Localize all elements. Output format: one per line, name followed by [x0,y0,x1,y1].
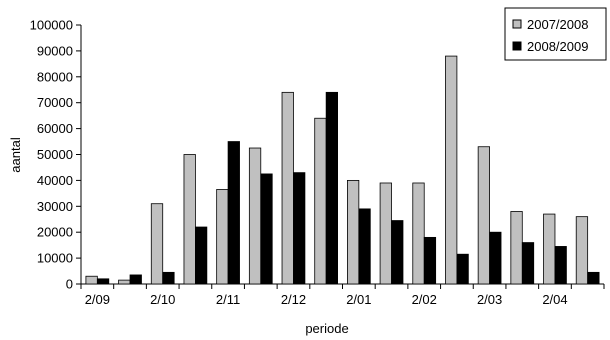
bar-2008-2009 [325,91,338,285]
x-tick-label: 2/12 [281,292,306,307]
bar-2007-2008 [183,154,196,285]
y-tick-label: 20000 [37,225,73,240]
bar-2007-2008 [118,279,131,285]
y-tick-label: 70000 [37,95,73,110]
x-axis-title: periode [305,321,348,336]
legend-label-2007-2008: 2007/2008 [527,17,588,32]
bar-2008-2009 [195,226,208,285]
bar-2008-2009 [96,278,110,285]
bar-2008-2009 [129,274,142,285]
bar-2007-2008 [510,211,523,285]
bar-2008-2009 [227,141,240,285]
y-tick-label: 90000 [37,43,73,58]
bar-2007-2008 [412,182,425,285]
bar-2007-2008 [477,146,490,285]
y-tick-label: 10000 [37,251,73,266]
y-tick-label: 100000 [30,18,73,33]
bar-2008-2009 [489,231,502,285]
y-tick-label: 30000 [37,199,73,214]
bar-2008-2009 [587,271,600,285]
bar-2008-2009 [162,271,175,285]
y-tick-label: 50000 [37,147,73,162]
x-tick-label: 2/11 [216,292,240,307]
bar-2007-2008 [347,179,360,285]
bar-2007-2008 [379,182,392,285]
bars [85,55,600,285]
x-tick-label: 2/03 [477,292,502,307]
legend: 2007/2008 2008/2009 [504,7,607,61]
legend-swatch-2007-2008 [512,19,522,29]
bar-2007-2008 [543,213,556,285]
bar-2008-2009 [260,173,273,285]
x-axis: 2/09 2/10 2/11 2/12 2/01 2/02 2/03 2/04 [80,283,605,307]
y-tick-label: 60000 [37,121,73,136]
bar-2008-2009 [391,220,404,285]
y-tick-label: 0 [66,277,73,292]
bar-2007-2008 [248,147,262,285]
bar-2007-2008 [445,55,458,285]
legend-swatch-2008-2009 [512,41,522,51]
bar-2007-2008 [150,203,164,285]
legend-box [504,7,607,61]
y-tick-label: 40000 [37,173,73,188]
y-tick-label: 80000 [37,69,73,84]
x-tick-label: 2/01 [346,292,371,307]
legend-label-2008-2009: 2008/2009 [527,39,588,54]
bar-2008-2009 [521,242,535,285]
y-axis-title: aantal [8,137,23,173]
x-tick-label: 2/10 [150,292,175,307]
bar-2007-2008 [85,275,98,285]
bar-2008-2009 [423,236,437,285]
bar-2008-2009 [293,172,306,285]
x-tick-label: 2/04 [542,292,567,307]
x-tick-label: 2/09 [85,292,110,307]
bar-2008-2009 [456,253,469,285]
bar-2008-2009 [358,208,371,285]
bar-2008-2009 [554,246,567,285]
x-tick-label: 2/02 [412,292,437,307]
y-axis: 0 10000 20000 30000 40000 50000 60000 70000 8000… [30,18,82,292]
bar-2007-2008 [281,91,294,285]
bar-2007-2008 [575,216,589,285]
bar-2007-2008 [314,117,327,285]
bar-2007-2008 [216,189,229,285]
